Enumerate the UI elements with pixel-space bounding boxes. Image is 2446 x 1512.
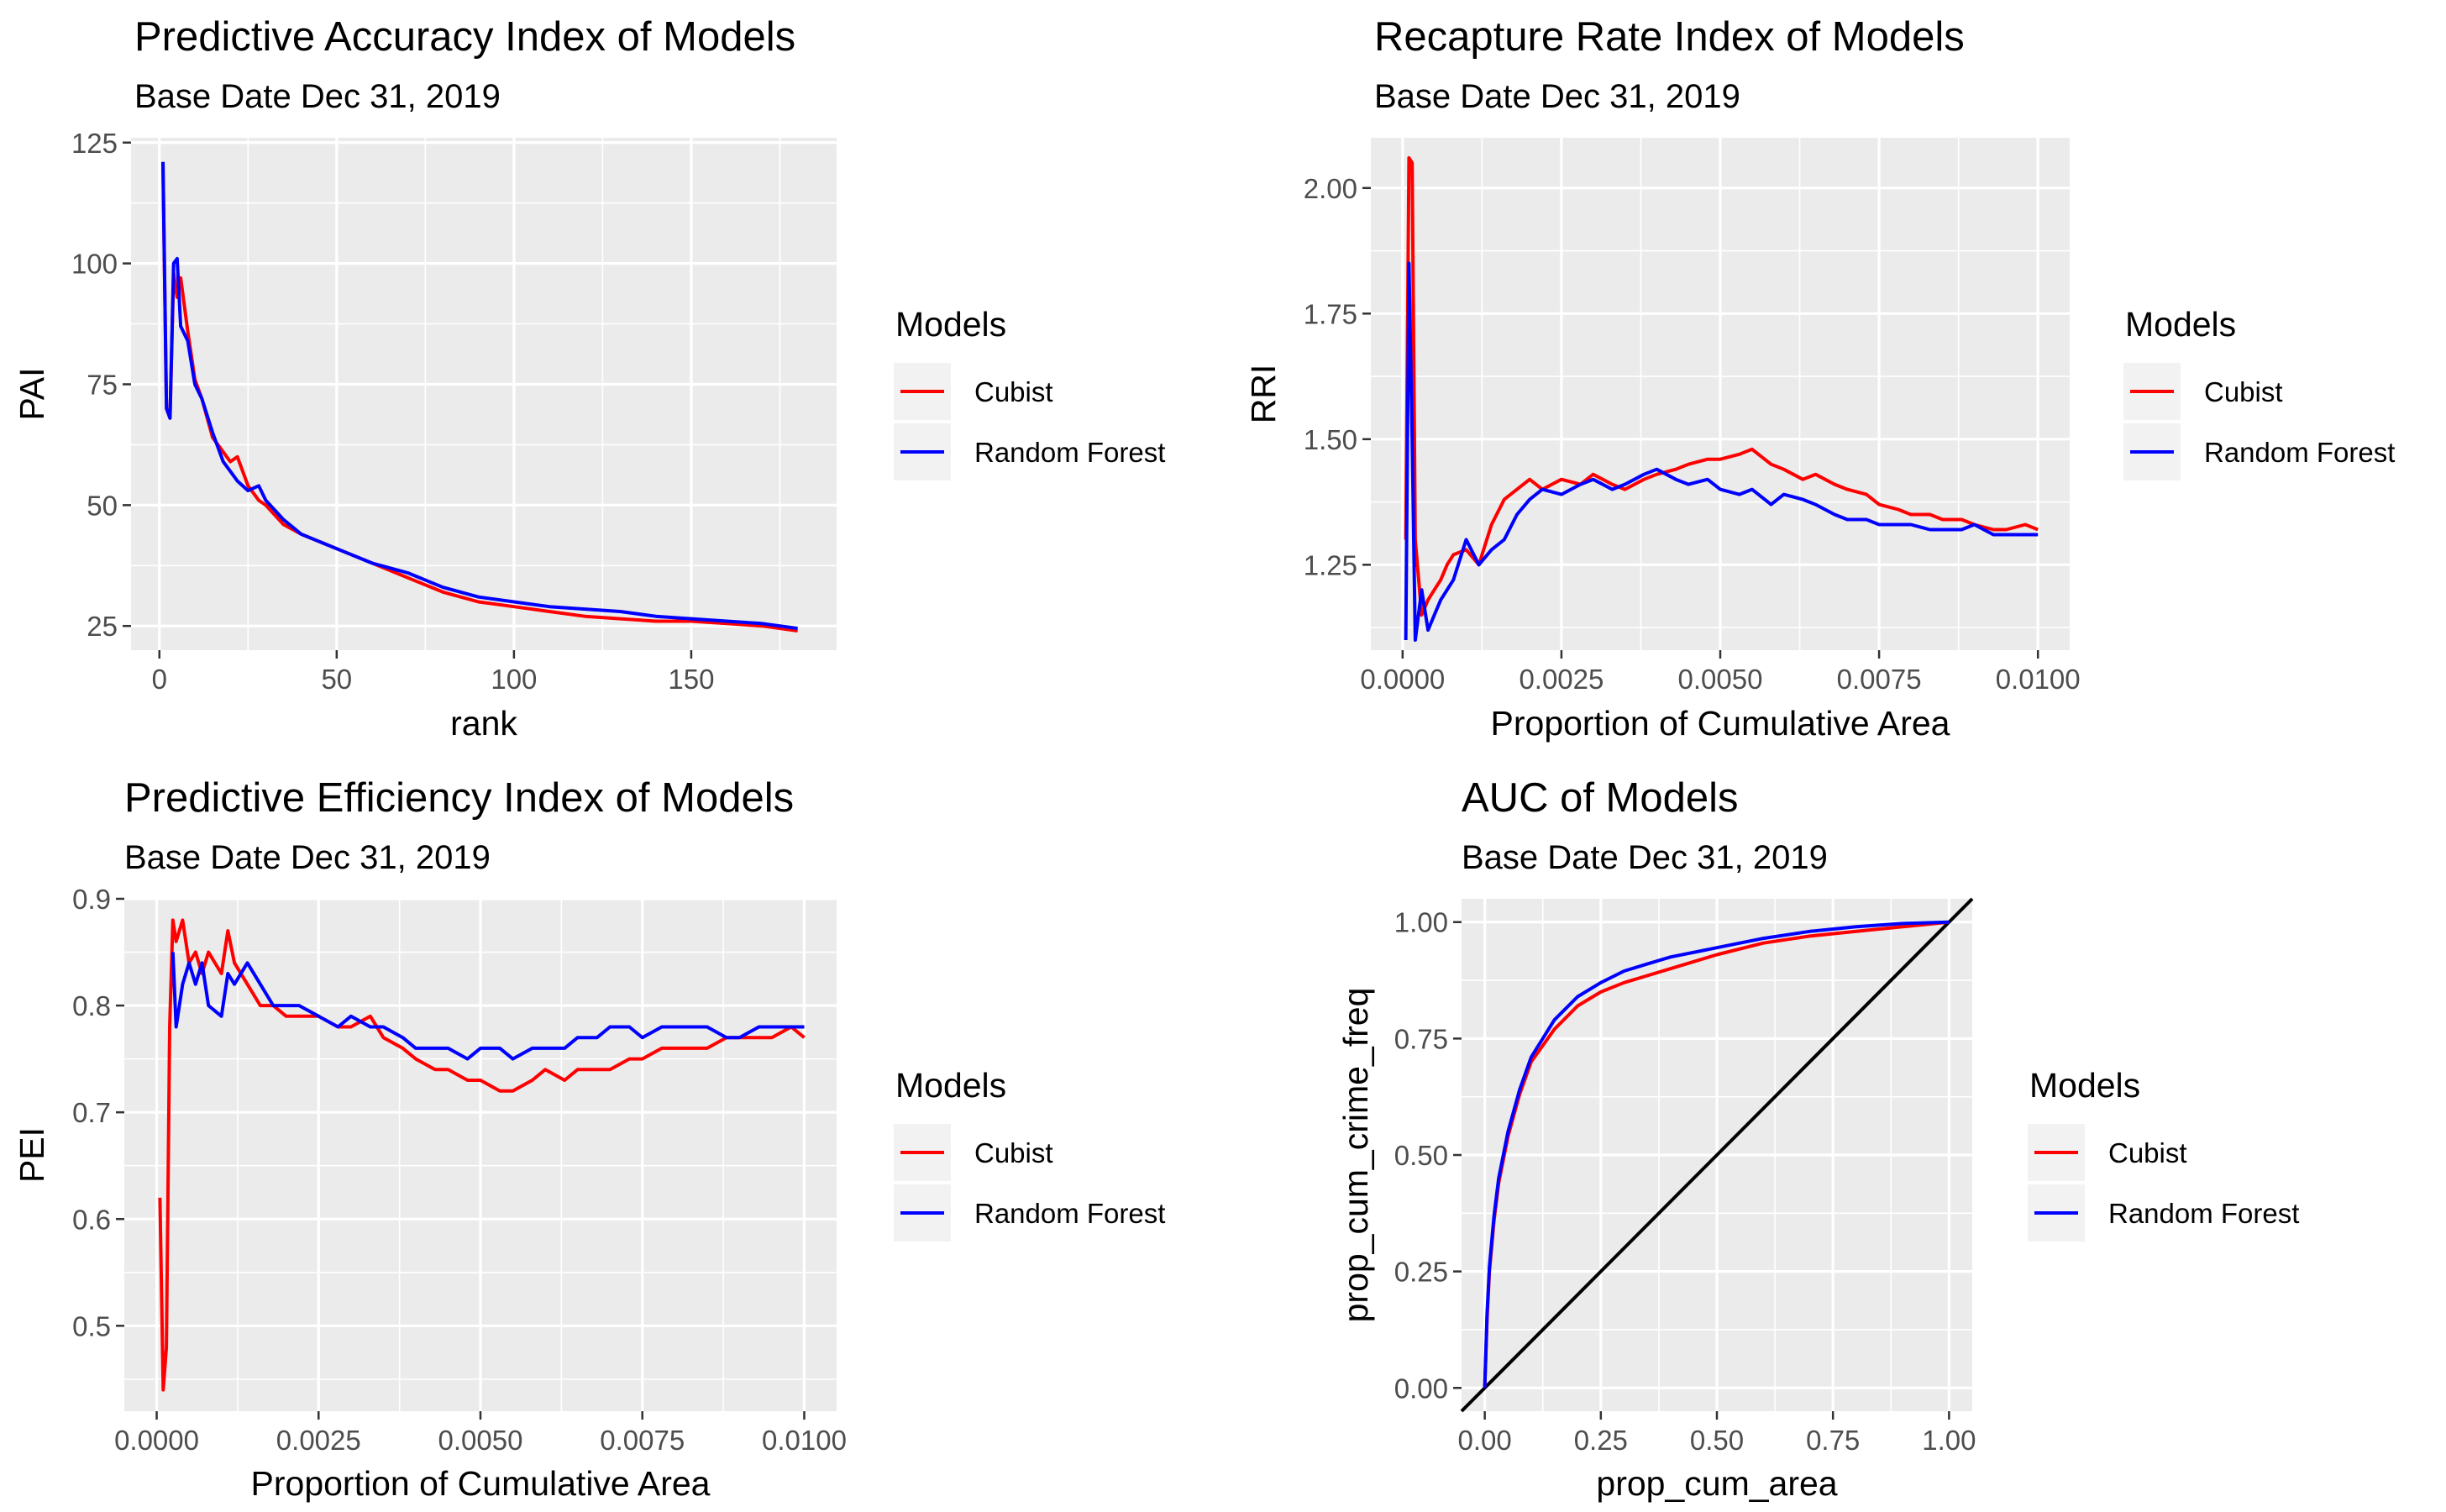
chart-title: Recapture Rate Index of Models — [1374, 14, 1965, 60]
series-line-cubist — [161, 161, 798, 633]
x-axis-title: Proportion of Cumulative Area — [1491, 704, 1950, 743]
y-tick-label: 0.00 — [1394, 1373, 1448, 1404]
x-tick-label: 150 — [668, 664, 714, 695]
x-axis-title: Proportion of Cumulative Area — [251, 1464, 711, 1503]
chart-subtitle: Base Date Dec 31, 2019 — [1374, 78, 1740, 115]
x-tick-label: 0 — [152, 664, 167, 695]
y-axis-title: prop_cum_crime_freq — [1336, 988, 1375, 1323]
x-tick-label: 0.0025 — [1519, 664, 1604, 695]
y-axis-ticks: 0.00 0.25 0.50 0.75 1.00 — [1394, 907, 1462, 1404]
y-tick-label: 50 — [87, 490, 118, 521]
chart-title: AUC of Models — [1462, 775, 1739, 821]
x-axis-title: prop_cum_area — [1596, 1464, 1837, 1503]
y-tick-label: 2.00 — [1304, 173, 1357, 204]
legend: Models Cubist Random Forest — [2028, 1066, 2299, 1242]
legend-label-random-forest: Random Forest — [974, 1198, 1165, 1229]
series-line-random-forest — [161, 161, 798, 631]
chart-auc: AUC of Models Base Date Dec 31, 2019 0.0… — [1336, 775, 2299, 1503]
y-tick-label: 0.8 — [72, 990, 111, 1021]
reference-diagonal-line — [1460, 897, 1974, 1413]
x-axis-ticks: 0 50 100 150 — [152, 650, 714, 695]
series-line-cubist — [1404, 155, 2039, 617]
legend-title: Models — [2125, 305, 2236, 344]
y-tick-label: 0.50 — [1394, 1140, 1448, 1171]
legend-label-cubist: Cubist — [2204, 376, 2283, 407]
y-tick-label: 1.50 — [1304, 424, 1357, 455]
x-tick-label: 0.0025 — [276, 1425, 361, 1456]
x-tick-label: 50 — [321, 664, 352, 695]
y-tick-label: 0.25 — [1394, 1257, 1448, 1288]
chart-rri: Recapture Rate Index of Models Base Date… — [1244, 14, 2395, 743]
x-axis-title: rank — [450, 704, 517, 743]
y-tick-label: 0.75 — [1394, 1023, 1448, 1054]
chart-subtitle: Base Date Dec 31, 2019 — [1462, 839, 1828, 876]
legend-label-random-forest: Random Forest — [974, 437, 1165, 468]
series-line-random-forest — [1404, 261, 2039, 642]
x-tick-label: 100 — [491, 664, 537, 695]
series-line-cubist — [158, 918, 806, 1392]
x-tick-label: 1.00 — [1922, 1425, 1976, 1456]
chart-subtitle: Base Date Dec 31, 2019 — [134, 78, 501, 115]
x-tick-label: 0.25 — [1574, 1425, 1628, 1456]
chart-subtitle: Base Date Dec 31, 2019 — [124, 839, 491, 876]
chart-title: Predictive Accuracy Index of Models — [134, 14, 795, 60]
chart-pai: Predictive Accuracy Index of Models Base… — [13, 14, 1165, 743]
series-lines — [1404, 155, 2039, 642]
legend-label-random-forest: Random Forest — [2204, 437, 2395, 468]
legend-label-random-forest: Random Forest — [2108, 1198, 2299, 1229]
legend-title: Models — [895, 305, 1006, 344]
y-tick-label: 1.75 — [1304, 298, 1357, 329]
gridlines — [1371, 138, 2070, 650]
y-axis-title: RRI — [1244, 365, 1283, 424]
y-tick-label: 0.7 — [72, 1097, 111, 1128]
series-lines — [161, 161, 798, 633]
y-tick-label: 75 — [87, 369, 118, 400]
x-tick-label: 0.0000 — [1360, 664, 1445, 695]
x-tick-label: 0.0050 — [1678, 664, 1763, 695]
y-tick-label: 125 — [71, 128, 118, 159]
legend: Models Cubist Random Forest — [894, 305, 1165, 480]
series-line-random-forest — [1483, 920, 1950, 1389]
x-tick-label: 0.0075 — [600, 1425, 685, 1456]
y-tick-label: 1.00 — [1394, 907, 1448, 938]
series-lines — [1460, 897, 1974, 1413]
series-lines — [158, 918, 806, 1392]
y-axis-ticks: 0.5 0.6 0.7 0.8 0.9 — [72, 884, 124, 1341]
y-tick-label: 0.6 — [72, 1204, 111, 1235]
x-tick-label: 0.0000 — [114, 1425, 199, 1456]
x-axis-ticks: 0.00 0.25 0.50 0.75 1.00 — [1458, 1411, 1976, 1456]
y-tick-label: 0.5 — [72, 1310, 111, 1341]
legend: Models Cubist Random Forest — [2123, 305, 2395, 480]
x-tick-label: 0.00 — [1458, 1425, 1512, 1456]
x-tick-label: 0.0075 — [1837, 664, 1922, 695]
legend: Models Cubist Random Forest — [894, 1066, 1165, 1242]
gridlines — [131, 138, 837, 650]
legend-label-cubist: Cubist — [974, 1137, 1053, 1168]
chart-title: Predictive Efficiency Index of Models — [124, 775, 794, 821]
y-tick-label: 100 — [71, 249, 118, 280]
gridlines — [124, 897, 837, 1411]
y-tick-label: 25 — [87, 611, 118, 642]
x-tick-label: 0.0100 — [1996, 664, 2081, 695]
plot-panel — [131, 138, 837, 650]
x-tick-label: 0.0100 — [762, 1425, 847, 1456]
legend-title: Models — [895, 1066, 1006, 1105]
y-axis-title: PEI — [13, 1127, 51, 1183]
y-tick-label: 0.9 — [72, 884, 111, 915]
y-tick-label: 1.25 — [1304, 549, 1357, 580]
legend-label-cubist: Cubist — [2108, 1137, 2187, 1168]
y-axis-ticks: 25 50 75 100 125 — [71, 128, 131, 642]
y-axis-ticks: 1.25 1.50 1.75 2.00 — [1304, 173, 1371, 580]
chart-pei: Predictive Efficiency Index of Models Ba… — [13, 775, 1165, 1503]
x-tick-label: 0.50 — [1690, 1425, 1744, 1456]
series-line-random-forest — [171, 952, 805, 1061]
legend-title: Models — [2029, 1066, 2140, 1105]
x-axis-ticks: 0.0000 0.0025 0.0050 0.0075 0.0100 — [114, 1411, 847, 1456]
y-axis-title: PAI — [13, 367, 51, 420]
x-tick-label: 0.75 — [1806, 1425, 1860, 1456]
legend-label-cubist: Cubist — [974, 376, 1053, 407]
x-tick-label: 0.0050 — [438, 1425, 523, 1456]
x-axis-ticks: 0.0000 0.0025 0.0050 0.0075 0.0100 — [1360, 650, 2081, 695]
